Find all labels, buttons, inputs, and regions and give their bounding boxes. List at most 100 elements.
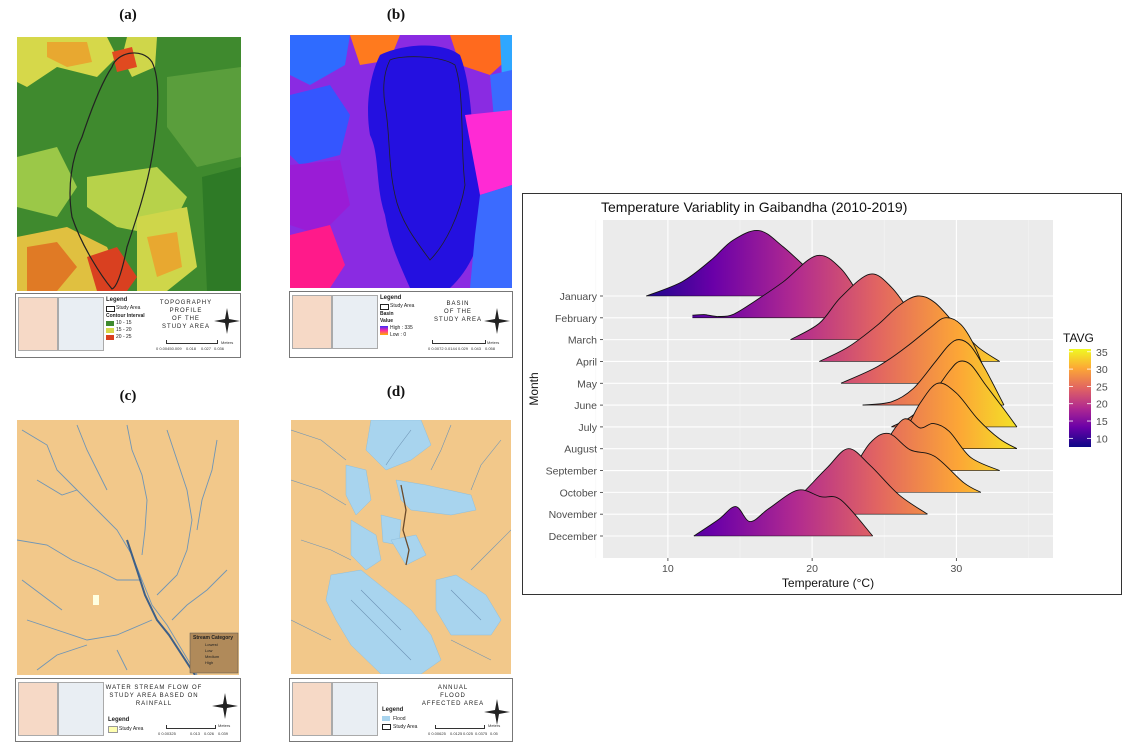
legend-item: 15 - 20 (116, 327, 132, 333)
legend-panel-c: Legend Study Area WATER STREAM FLOW OF ST… (15, 678, 241, 742)
legend-tick-label: 15 (1096, 416, 1108, 428)
y-tick-label: August (564, 444, 597, 456)
ridge-fill-february (692, 255, 870, 318)
y-tick-label: October (560, 487, 598, 499)
scale-bar (166, 340, 218, 344)
y-tick-label: February (555, 313, 598, 325)
inset-map-country (292, 682, 332, 736)
scale-label: 0.05 (490, 731, 498, 736)
stream-legend-title: Stream Category (193, 635, 234, 641)
study-area-swatch (382, 724, 391, 730)
stream-legend-item: Medium (205, 654, 220, 659)
legend-tick-label: 10 (1096, 433, 1108, 445)
scale-label: 0.036 (214, 346, 225, 351)
legend-item: 20 - 25 (116, 334, 132, 340)
stream-flow-map (17, 420, 239, 675)
chart-title: Temperature Variablity in Gaibandha (201… (601, 199, 907, 215)
inset-map-country (292, 295, 332, 349)
panel-b-label: (b) (386, 7, 406, 23)
legend-color-bar (1069, 349, 1091, 447)
study-area-swatch (108, 726, 118, 733)
x-tick-label: 20 (806, 563, 818, 575)
ridge-line-june (862, 339, 1005, 406)
y-tick-labels: January February March April May June July Augu… (546, 291, 603, 543)
legend-item: High : 335 (390, 325, 413, 331)
basin-map (290, 35, 512, 288)
inset-map-district (332, 682, 378, 736)
y-axis-label: Month (527, 372, 541, 405)
stream-legend-item: Low (205, 648, 213, 653)
legend-tick-label: 25 (1096, 381, 1108, 393)
y-tick-label: September (546, 466, 598, 478)
scale-bar (435, 725, 485, 729)
legend-item: Study Area (119, 726, 144, 732)
legend-item: Study Area (390, 303, 415, 309)
legend-panel-d: Legend Flood Study Area ANNUAL FLOOD AFFE… (289, 678, 513, 742)
scale-label: 0 0.0072 0.0144 (428, 346, 457, 351)
stream-category-legend (189, 632, 239, 674)
inset-map-district (332, 295, 378, 349)
scale-label: 0.0125 (450, 731, 463, 736)
legend-item: Study Area (116, 305, 141, 311)
scale-label: 0.039 (218, 731, 229, 736)
legend-title: TAVG (1063, 331, 1094, 345)
y-tick-label: March (568, 335, 597, 347)
color-legend: TAVG 10 15 20 25 30 35 (1063, 331, 1108, 447)
scale-unit: Meters (221, 340, 234, 345)
y-tick-label: April (576, 356, 597, 368)
y-tick-label: January (560, 291, 598, 303)
basin-ramp (380, 326, 388, 335)
panel-a-label: (a) (119, 7, 137, 23)
stream-legend-item: Lowest (205, 642, 218, 647)
x-axis-label: Temperature (°C) (782, 576, 874, 590)
flood-swatch (382, 716, 390, 721)
scale-label: 0.013 (190, 731, 201, 736)
legend-title: Legend (106, 297, 128, 303)
ridges (646, 230, 1018, 537)
flood-area-map (291, 420, 511, 674)
inset-map-district (58, 682, 104, 736)
y-tick-label: December (549, 531, 598, 543)
scale-bar (432, 340, 486, 344)
scale-unit: Meters (488, 723, 501, 728)
topography-map (17, 37, 241, 291)
legend-item: Study Area (393, 724, 418, 730)
legend-panel-a: Legend Study Area Contour Interval 10 - … (15, 293, 241, 358)
legend-tick-label: 35 (1096, 347, 1108, 359)
ridge-fill-december (693, 489, 873, 536)
swatch-mid (106, 328, 114, 333)
legend-tick-label: 20 (1096, 399, 1108, 411)
scale-label: 0.027 (201, 346, 212, 351)
legend-item: Value (380, 318, 394, 324)
north-arrow-icon (484, 699, 510, 725)
map-title: TOPOGRAPHY PROFILE OF THE STUDY AREA (159, 300, 213, 330)
scale-label: 0 0.00625 (428, 731, 446, 736)
legend-item: Low : 0 (390, 332, 407, 338)
scale-unit: Meters (487, 340, 500, 345)
y-tick-label: July (578, 422, 597, 434)
scale-label: 0 0.00325 (158, 731, 176, 736)
legend-item: Flood (393, 716, 406, 722)
inset-map-country (18, 682, 58, 736)
legend-title: Legend (380, 295, 402, 301)
study-area-swatch (106, 306, 115, 312)
inset-map-country (18, 297, 58, 351)
scale-bar (166, 725, 216, 729)
legend-item: Contour Interval (106, 313, 145, 319)
north-arrow-icon (484, 308, 510, 334)
swatch-high (106, 335, 114, 340)
panel-c-label: (c) (119, 388, 137, 404)
map-title: ANNUAL FLOOD AFFECTED AREA (421, 685, 485, 707)
legend-title: Legend (108, 717, 130, 723)
scale-label: 0 0.00450.009 (156, 346, 182, 351)
legend-title: Legend (382, 707, 404, 713)
x-tick-label: 30 (951, 563, 963, 575)
legend-panel-b: Legend Study Area Basin Value High : 335… (289, 291, 513, 358)
x-tick-label: 10 (662, 563, 674, 575)
north-arrow-icon (212, 693, 238, 719)
north-arrow-icon (214, 308, 240, 334)
ridge-line-december (693, 489, 874, 537)
legend-item: 10 - 15 (116, 320, 132, 326)
y-tick-label: November (549, 509, 598, 521)
ridgeline-svg: January February March April May June July Augu… (527, 199, 1108, 590)
